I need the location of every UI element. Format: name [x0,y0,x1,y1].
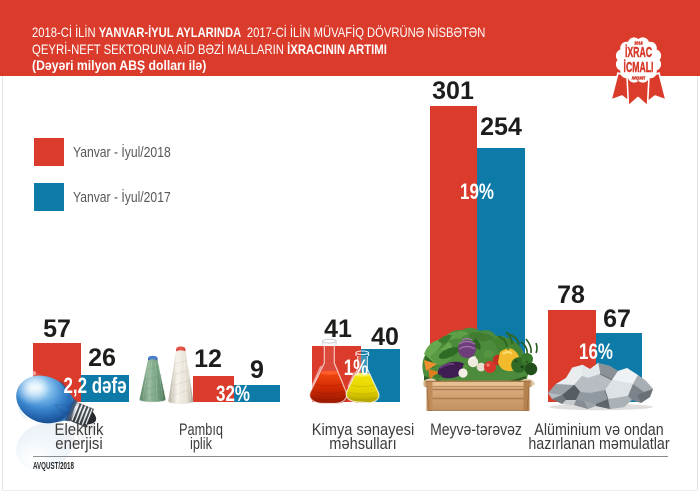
svg-text:2018: 2018 [634,40,643,46]
svg-text:İXRAC: İXRAC [625,42,652,60]
svg-text:İCMALI: İCMALI [624,57,654,75]
svg-text:AVQUST: AVQUST [632,76,646,80]
